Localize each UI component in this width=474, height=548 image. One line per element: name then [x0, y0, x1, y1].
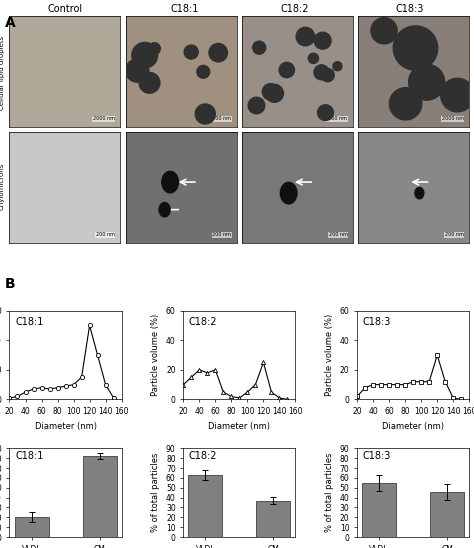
Circle shape	[441, 78, 474, 112]
Circle shape	[318, 105, 333, 121]
Circle shape	[262, 84, 279, 100]
Circle shape	[195, 104, 215, 124]
Circle shape	[253, 41, 266, 54]
Circle shape	[126, 59, 149, 82]
Circle shape	[139, 72, 160, 93]
Text: C18:2: C18:2	[280, 4, 309, 14]
Text: 2000 nm: 2000 nm	[325, 116, 347, 121]
Text: C18:1: C18:1	[15, 451, 44, 461]
Circle shape	[321, 68, 334, 82]
Circle shape	[308, 53, 319, 64]
Text: Control: Control	[47, 4, 82, 14]
Text: Cellular lipid droplets: Cellular lipid droplets	[0, 36, 5, 110]
Circle shape	[409, 64, 445, 100]
Bar	[82, 456, 117, 537]
Circle shape	[314, 65, 329, 80]
Text: C18:3: C18:3	[395, 4, 424, 14]
Circle shape	[197, 65, 210, 78]
Circle shape	[148, 43, 160, 55]
X-axis label: Diameter (nm): Diameter (nm)	[382, 421, 444, 431]
Text: A: A	[5, 16, 16, 31]
Y-axis label: % of total particles: % of total particles	[325, 453, 334, 532]
Circle shape	[279, 62, 294, 78]
Ellipse shape	[280, 182, 297, 204]
Ellipse shape	[415, 187, 424, 199]
Circle shape	[209, 43, 228, 62]
Bar	[362, 483, 396, 537]
Text: 2000 nm: 2000 nm	[209, 116, 231, 121]
X-axis label: Diameter (nm): Diameter (nm)	[35, 421, 97, 431]
Circle shape	[333, 62, 342, 71]
Circle shape	[390, 88, 422, 120]
Bar	[256, 500, 291, 537]
Text: C18:2: C18:2	[189, 317, 218, 327]
Circle shape	[314, 32, 331, 49]
Circle shape	[132, 42, 157, 68]
Circle shape	[371, 18, 397, 44]
Text: B: B	[5, 277, 15, 291]
Text: 2000 nm: 2000 nm	[442, 116, 464, 121]
Bar	[430, 492, 464, 537]
Text: C18:3: C18:3	[363, 451, 391, 461]
Text: C18:1: C18:1	[15, 317, 44, 327]
Bar	[15, 517, 48, 537]
Y-axis label: Particle volume (%): Particle volume (%)	[151, 314, 160, 396]
Circle shape	[248, 97, 265, 114]
Text: 200 nm: 200 nm	[96, 232, 115, 237]
Text: Chylomicrons: Chylomicrons	[0, 163, 5, 210]
Bar	[188, 475, 222, 537]
Ellipse shape	[162, 172, 178, 193]
Text: 2000 nm: 2000 nm	[93, 116, 115, 121]
Text: 200 nm: 200 nm	[212, 232, 231, 237]
Y-axis label: % of total particles: % of total particles	[151, 453, 160, 532]
X-axis label: Diameter (nm): Diameter (nm)	[209, 421, 270, 431]
Ellipse shape	[159, 203, 170, 217]
Y-axis label: Particle volume (%): Particle volume (%)	[325, 314, 334, 396]
Circle shape	[296, 27, 315, 45]
Text: C18:1: C18:1	[170, 4, 199, 14]
Circle shape	[265, 84, 283, 102]
Text: 200 nm: 200 nm	[328, 232, 347, 237]
Text: C18:2: C18:2	[189, 451, 218, 461]
Text: C18:3: C18:3	[363, 317, 391, 327]
Circle shape	[184, 45, 198, 59]
Circle shape	[393, 26, 438, 70]
Text: 200 nm: 200 nm	[445, 232, 464, 237]
